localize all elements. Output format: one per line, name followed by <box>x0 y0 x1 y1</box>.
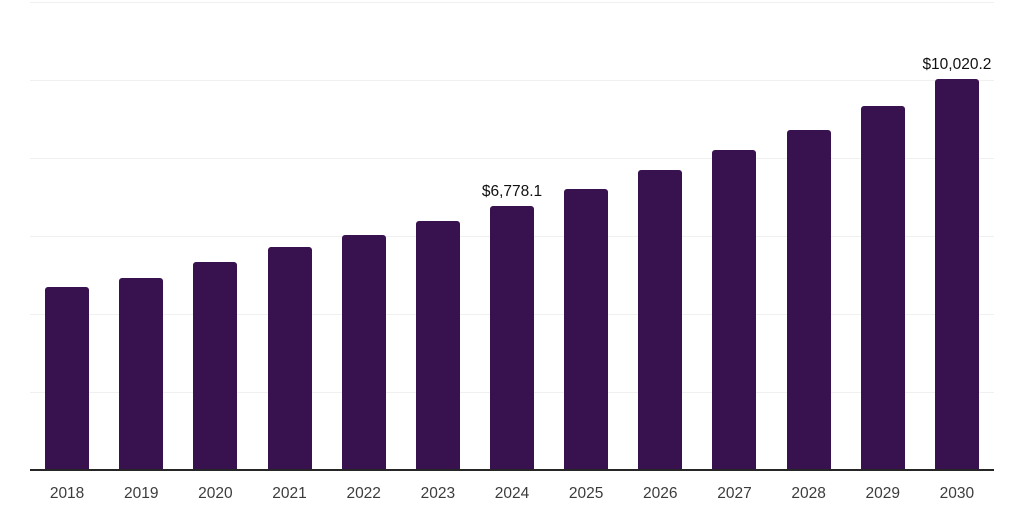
bar-2020 <box>193 261 238 470</box>
bar-2024 <box>490 205 534 470</box>
bar-2030 <box>934 79 979 470</box>
bar-2022 <box>341 234 386 470</box>
x-axis-tick-label-2018: 2018 <box>49 485 85 502</box>
x-axis-tick-label-2023: 2023 <box>420 485 456 502</box>
x-axis-line <box>30 469 994 471</box>
bar-2025 <box>564 188 609 470</box>
x-axis-tick-label-2021: 2021 <box>272 485 307 502</box>
bar-value-label-2030: $10,020.2 <box>922 56 992 74</box>
x-axis-tick-label-2030: 2030 <box>939 485 975 502</box>
x-axis-tick-label-2029: 2029 <box>865 485 901 502</box>
bar-2027 <box>712 149 757 470</box>
gridline <box>30 2 994 3</box>
bar-value-label-2024: $6,778.1 <box>481 182 543 200</box>
x-axis-tick-label-2024: 2024 <box>494 485 530 502</box>
x-axis-tick-label-2028: 2028 <box>791 485 826 502</box>
bar-2026 <box>638 170 683 470</box>
bar-2018 <box>45 286 90 470</box>
bar-2028 <box>786 129 831 470</box>
x-axis-tick-label-2025: 2025 <box>568 485 604 502</box>
bar-2023 <box>415 220 460 470</box>
x-axis-tick-label-2022: 2022 <box>346 485 381 502</box>
x-axis-tick-label-2027: 2027 <box>717 485 752 502</box>
gridline <box>30 80 994 81</box>
bar-2029 <box>860 106 905 470</box>
bar-2021 <box>267 246 312 470</box>
bar-2019 <box>119 277 164 470</box>
x-axis-tick-label-2020: 2020 <box>198 485 233 502</box>
x-axis-tick-label-2026: 2026 <box>643 485 678 502</box>
x-axis-tick-label-2019: 2019 <box>123 485 159 502</box>
gridline <box>30 158 994 159</box>
